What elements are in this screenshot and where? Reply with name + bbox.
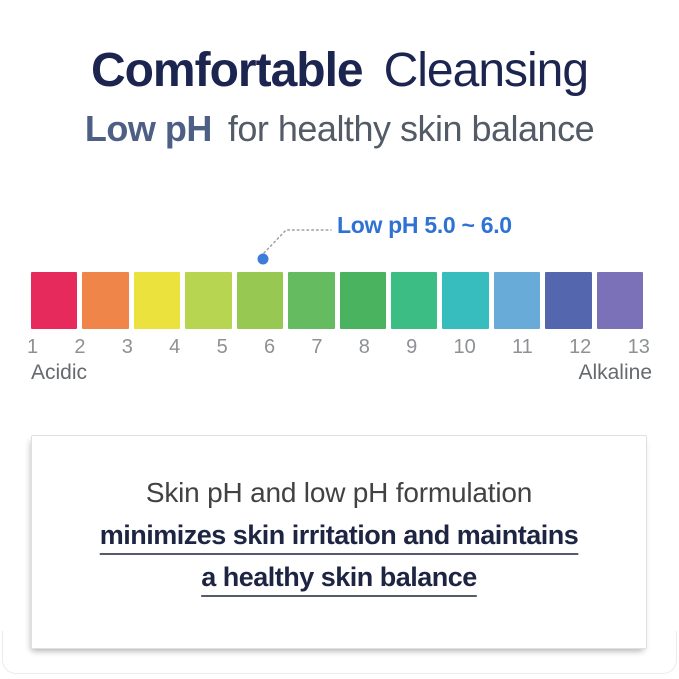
ph-segment-7-8: [339, 272, 386, 329]
ph-segment-2-3: [82, 272, 129, 329]
ph-tick-11: 11: [512, 336, 533, 358]
title-light-text: Cleansing: [383, 44, 589, 97]
ph-tick-labels: 1 2 3 4 5 6 7 8 9 10 11 12 13: [27, 336, 650, 358]
ph-segment-3-4: [133, 272, 181, 329]
ph-tick-2: 2: [74, 336, 86, 358]
acidic-label: Acidic: [31, 361, 88, 384]
ph-bar: [31, 272, 644, 329]
header: Comfortable Cleansing Low pH for healthy…: [0, 44, 679, 150]
ph-segment-1-2: [31, 272, 78, 329]
ph-segment-6-7: [288, 272, 335, 329]
ph-segment-12-13: [596, 272, 644, 329]
page-subtitle: Low pH for healthy skin balance: [0, 108, 679, 150]
ph-segment-10-11: [493, 272, 541, 329]
info-box: Skin pH and low pH formulation minimizes…: [31, 435, 647, 649]
ph-segment-8-9: [390, 272, 438, 329]
ph-tick-5: 5: [216, 336, 228, 358]
ph-segment-5-6: [236, 272, 284, 329]
ph-tick-3: 3: [121, 336, 133, 358]
ph-tick-7: 7: [311, 336, 323, 358]
ph-tick-8: 8: [358, 336, 370, 358]
info-line-3: a healthy skin balance: [201, 562, 477, 592]
callout-dot-icon: [257, 253, 269, 265]
ph-tick-1: 1: [27, 336, 39, 358]
callout-label: Low pH 5.0 ~ 6.0: [337, 212, 512, 238]
dotted-leader-line: [263, 229, 332, 254]
subtitle-bold-text: Low pH: [84, 108, 212, 149]
ph-segment-4-5: [185, 272, 232, 329]
page-title: Comfortable Cleansing: [0, 44, 679, 98]
ph-tick-10: 10: [453, 336, 476, 358]
ph-tick-12: 12: [569, 336, 592, 358]
ph-end-labels: Acidic Alkaline: [31, 360, 652, 386]
ph-tick-6: 6: [263, 336, 276, 358]
info-line-1: Skin pH and low pH formulation: [145, 477, 533, 508]
title-bold-text: Comfortable: [90, 44, 364, 97]
ph-tick-9: 9: [406, 336, 418, 358]
alkaline-label: Alkaline: [578, 361, 652, 384]
info-line-2: minimizes skin irritation and maintains: [99, 520, 579, 550]
ph-tick-4: 4: [169, 336, 181, 358]
callout-leader-line: [257, 229, 332, 265]
subtitle-light-text: for healthy skin balance: [227, 108, 595, 149]
ph-segment-11-12: [545, 272, 592, 329]
ph-segment-9-10: [442, 272, 489, 329]
ph-tick-13: 13: [627, 336, 650, 358]
